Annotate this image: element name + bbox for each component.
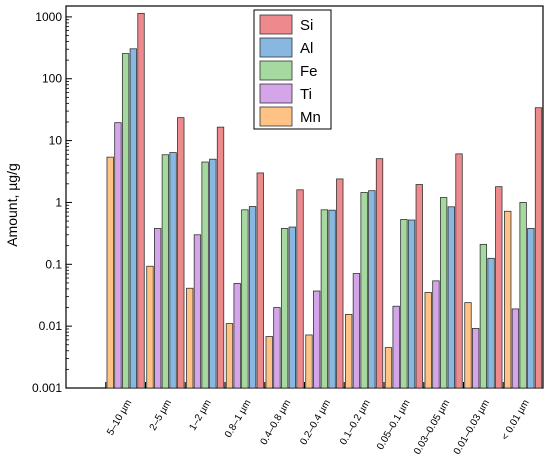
bar-ti	[273, 307, 281, 389]
bar-al	[527, 228, 535, 389]
x-tick-label: 0.8–1 µm	[223, 398, 253, 440]
x-tick-label: 5–10 µm	[105, 398, 134, 437]
bar-mn	[345, 313, 353, 389]
x-tick-label: 0.1–0.2 µm	[338, 398, 373, 447]
y-tick-label: 10	[49, 134, 63, 148]
bar-ti	[352, 273, 361, 389]
legend-label: Al	[300, 40, 313, 57]
bar-ti	[511, 308, 520, 389]
bar-si	[495, 186, 503, 389]
legend-swatch-al	[259, 37, 293, 58]
legend-label: Fe	[300, 63, 318, 80]
bar-al	[209, 158, 217, 389]
bar-ti	[392, 305, 400, 389]
bar-mn	[504, 210, 512, 389]
legend: Si Al Fe Ti Mn	[253, 9, 332, 130]
bar-mn	[424, 292, 432, 389]
bar-ti	[313, 290, 321, 389]
bar-fe	[241, 209, 249, 389]
bar-si	[415, 184, 423, 389]
bar-al	[487, 257, 495, 389]
bar-al	[129, 48, 137, 389]
bar-al	[288, 226, 296, 389]
bar-mn	[384, 347, 393, 389]
bar-ti	[154, 228, 162, 389]
y-tick-label: 0.001	[32, 381, 62, 395]
bar-mn	[265, 336, 273, 389]
x-tick-label: 1–2 µm	[187, 398, 213, 433]
bar-fe	[320, 209, 329, 389]
bar-fe	[519, 202, 527, 389]
bar-si	[375, 158, 384, 389]
x-tick-label: 0.05–0.1 µm	[375, 398, 412, 452]
bar-mn	[225, 323, 234, 389]
y-axis: 0.001 0.01 0.1 1 10 100 1000	[32, 10, 72, 395]
legend-swatch-fe	[259, 60, 293, 81]
bar-ti	[193, 234, 202, 389]
legend-label: Mn	[300, 109, 321, 126]
bar-fe	[439, 197, 448, 389]
legend-swatch-si	[259, 14, 293, 35]
bars	[106, 12, 543, 389]
x-tick-label: 0.01–0.03 µm	[452, 398, 492, 457]
y-tick-label: 1	[55, 195, 62, 209]
bar-fe	[479, 243, 488, 389]
bar-mn	[305, 334, 313, 389]
x-tick-label: < 0.01 µm	[500, 398, 532, 442]
bar-si	[336, 178, 344, 389]
bar-fe	[161, 154, 170, 389]
bar-fe	[121, 53, 130, 389]
bar-fe	[360, 192, 368, 389]
bar-mn	[186, 287, 194, 389]
bar-fe	[280, 228, 289, 389]
y-tick-label: 100	[42, 72, 62, 86]
x-tick-label: 0.03–0.05 µm	[412, 398, 452, 457]
bar-al	[248, 206, 257, 389]
bar-si	[296, 189, 304, 389]
bar-si	[256, 172, 264, 389]
bar-si	[455, 153, 463, 389]
x-tick-label: 0.4–0.8 µm	[259, 398, 294, 447]
x-tick-label: 0.2–0.4 µm	[298, 398, 333, 447]
bar-al	[447, 206, 455, 389]
bar-al	[407, 219, 416, 389]
x-axis: 5–10 µm 2–5 µm 1–2 µm 0.8–1 µm 0.4–0.8 µm 0.2…	[65, 382, 544, 457]
bar-al	[328, 209, 336, 389]
legend-label: Ti	[300, 86, 312, 103]
x-tick-label: 2–5 µm	[148, 398, 174, 433]
legend-swatch-ti	[259, 83, 293, 104]
bar-si	[137, 12, 145, 389]
bar-mn	[106, 156, 114, 389]
y-axis-label: Amount, µg/g	[4, 163, 20, 247]
bar-ti	[472, 327, 480, 389]
bar-al	[368, 190, 376, 389]
bar-si	[216, 126, 225, 389]
y-tick-label: 0.1	[45, 257, 62, 271]
bar-ti	[233, 283, 241, 389]
bar-fe	[201, 161, 209, 389]
bar-al	[169, 152, 177, 389]
legend-label: Si	[300, 17, 313, 34]
bar-mn	[146, 265, 154, 389]
bar-si	[177, 117, 185, 389]
bar-mn	[464, 302, 472, 389]
bar-ti	[114, 122, 122, 389]
y-tick-label: 1000	[35, 10, 62, 24]
bar-ti	[432, 280, 440, 389]
legend-swatch-mn	[259, 106, 293, 127]
y-tick-label: 0.01	[39, 319, 63, 333]
bar-fe	[400, 219, 408, 389]
bar-si	[534, 107, 543, 389]
